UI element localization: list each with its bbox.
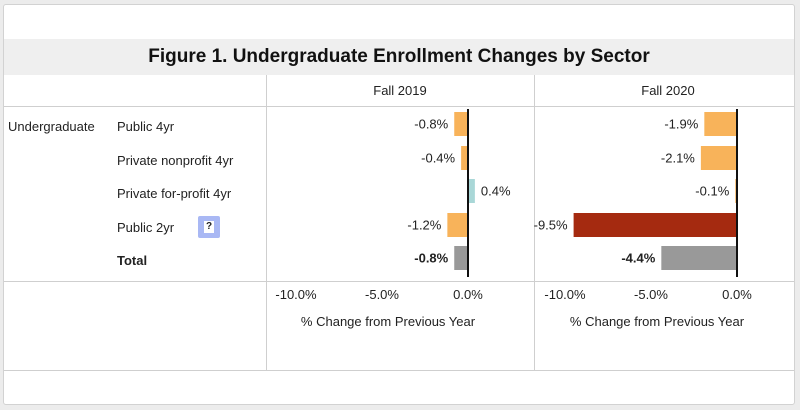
- header-divider: [4, 106, 794, 107]
- data-label-fall-2019-4: -0.8%: [414, 251, 448, 266]
- data-label-fall-2020-1: -2.1%: [661, 151, 695, 166]
- data-label-fall-2019-2: 0.4%: [481, 184, 511, 199]
- bar-fall-2020-0: [704, 112, 737, 136]
- row-label-private-for-profit-4yr: Private for-profit 4yr: [117, 186, 232, 201]
- data-label-fall-2019-0: -0.8%: [414, 117, 448, 132]
- row-label-public-4yr: Public 4yr: [117, 119, 175, 134]
- bar-fall-2019-3: [447, 213, 468, 237]
- figure-frame: Figure 1. Undergraduate Enrollment Chang…: [3, 4, 795, 405]
- help-button[interactable]: ?: [198, 216, 220, 238]
- column-header-fall-2019: Fall 2019: [373, 83, 427, 98]
- bar-fall-2020-1: [700, 146, 737, 170]
- x-tick-label-fall-2019-0: -10.0%: [275, 287, 317, 302]
- bar-fall-2019-4: [454, 246, 468, 270]
- figure-title: Figure 1. Undergraduate Enrollment Chang…: [148, 46, 650, 67]
- x-tick-label-fall-2019-2: 0.0%: [453, 287, 483, 302]
- row-group-label: Undergraduate: [8, 119, 95, 134]
- bar-fall-2020-4: [661, 246, 737, 270]
- footer-divider: [4, 370, 794, 371]
- x-tick-label-fall-2020-0: -10.0%: [544, 287, 586, 302]
- data-label-fall-2019-1: -0.4%: [421, 151, 455, 166]
- bar-fall-2019-0: [454, 112, 468, 136]
- x-tick-label-fall-2020-1: -5.0%: [634, 287, 668, 302]
- data-label-fall-2019-3: -1.2%: [407, 218, 441, 233]
- question-icon: ?: [204, 221, 214, 233]
- row-label-private-nonprofit-4yr: Private nonprofit 4yr: [117, 153, 234, 168]
- data-label-fall-2020-2: -0.1%: [695, 184, 729, 199]
- row-label-total: Total: [117, 253, 148, 268]
- bar-fall-2019-2: [468, 179, 475, 203]
- row-label-public-2yr: Public 2yr: [117, 220, 175, 235]
- body-divider: [4, 281, 794, 282]
- bar-fall-2019-1: [461, 146, 468, 170]
- column-divider-mid: [534, 75, 535, 370]
- data-label-fall-2020-0: -1.9%: [664, 117, 698, 132]
- bar-fall-2020-3: [573, 213, 737, 237]
- x-tick-label-fall-2019-1: -5.0%: [365, 287, 399, 302]
- column-header-fall-2020: Fall 2020: [641, 83, 695, 98]
- bar-fall-2020-2: [735, 179, 737, 203]
- title-bar: Figure 1. Undergraduate Enrollment Chang…: [4, 39, 794, 75]
- data-label-fall-2020-3: -9.5%: [534, 218, 568, 233]
- x-axis-title-fall-2020: % Change from Previous Year: [569, 314, 745, 329]
- data-label-fall-2020-4: -4.4%: [621, 251, 655, 266]
- x-tick-label-fall-2020-2: 0.0%: [722, 287, 752, 302]
- x-axis-title-fall-2019: % Change from Previous Year: [300, 314, 476, 329]
- column-divider-left: [266, 75, 267, 370]
